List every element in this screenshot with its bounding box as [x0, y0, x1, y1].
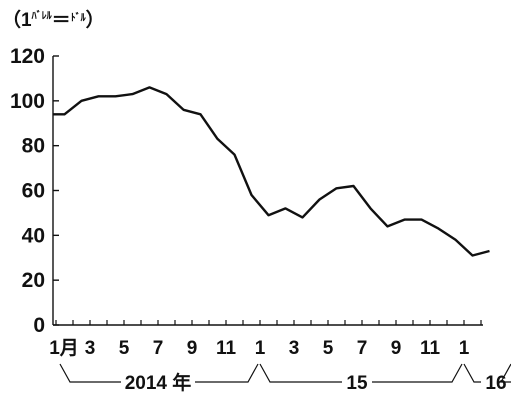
year-label: 15	[346, 373, 368, 394]
y-tick-label: 100	[10, 90, 45, 113]
x-tick-labels: 1月 3 5 7 9 11 1 3 5 7 9 11 1	[49, 338, 470, 359]
year-bracket	[463, 363, 511, 383]
x-tick-label: 3	[85, 338, 96, 359]
x-tick-label: 9	[187, 338, 198, 359]
y-tick-labels: 0 20 40 60 80 100 120	[10, 45, 45, 337]
y-tick-label: 60	[22, 180, 45, 203]
y-tick-label: 80	[22, 135, 45, 158]
year-bracket	[259, 363, 463, 383]
unit-open: （1	[2, 8, 32, 31]
plot-area	[53, 86, 490, 257]
year-brackets: 2014 年 15 16	[59, 363, 511, 394]
unit-barrel: ﾊﾞﾚﾙ	[31, 9, 53, 22]
x-tick-label: 7	[153, 338, 164, 359]
y-tick-label: 0	[33, 314, 45, 337]
unit-label: （1ﾊﾞﾚﾙ＝ﾄﾞﾙ）	[2, 8, 105, 31]
y-tick-label: 120	[10, 45, 45, 68]
x-tick-label: 1	[459, 338, 470, 359]
year-label: 2014 年	[125, 371, 192, 394]
x-tick-label: 11	[420, 338, 441, 359]
unit-equals: ＝	[52, 10, 71, 31]
x-tick-label: 3	[289, 338, 300, 359]
price-series-line	[53, 86, 490, 257]
x-tick-label: 9	[391, 338, 402, 359]
x-tick-label: 5	[119, 338, 130, 359]
x-tick-label: 1月	[49, 338, 79, 359]
year-bracket	[59, 363, 259, 383]
unit-dollar: ﾄﾞﾙ	[71, 11, 87, 24]
unit-close: ）	[86, 8, 105, 31]
x-tick-label: 11	[216, 338, 237, 359]
axes	[52, 55, 483, 326]
x-tick-label: 5	[323, 338, 334, 359]
x-tick-label: 7	[357, 338, 368, 359]
svg-text:（1ﾊﾞﾚﾙ＝ﾄﾞﾙ）: （1ﾊﾞﾚﾙ＝ﾄﾞﾙ）	[2, 8, 105, 31]
x-tick-label: 1	[255, 338, 266, 359]
y-tick-label: 40	[22, 224, 45, 247]
year-label: 16	[485, 373, 506, 394]
y-tick-label: 20	[22, 269, 45, 292]
